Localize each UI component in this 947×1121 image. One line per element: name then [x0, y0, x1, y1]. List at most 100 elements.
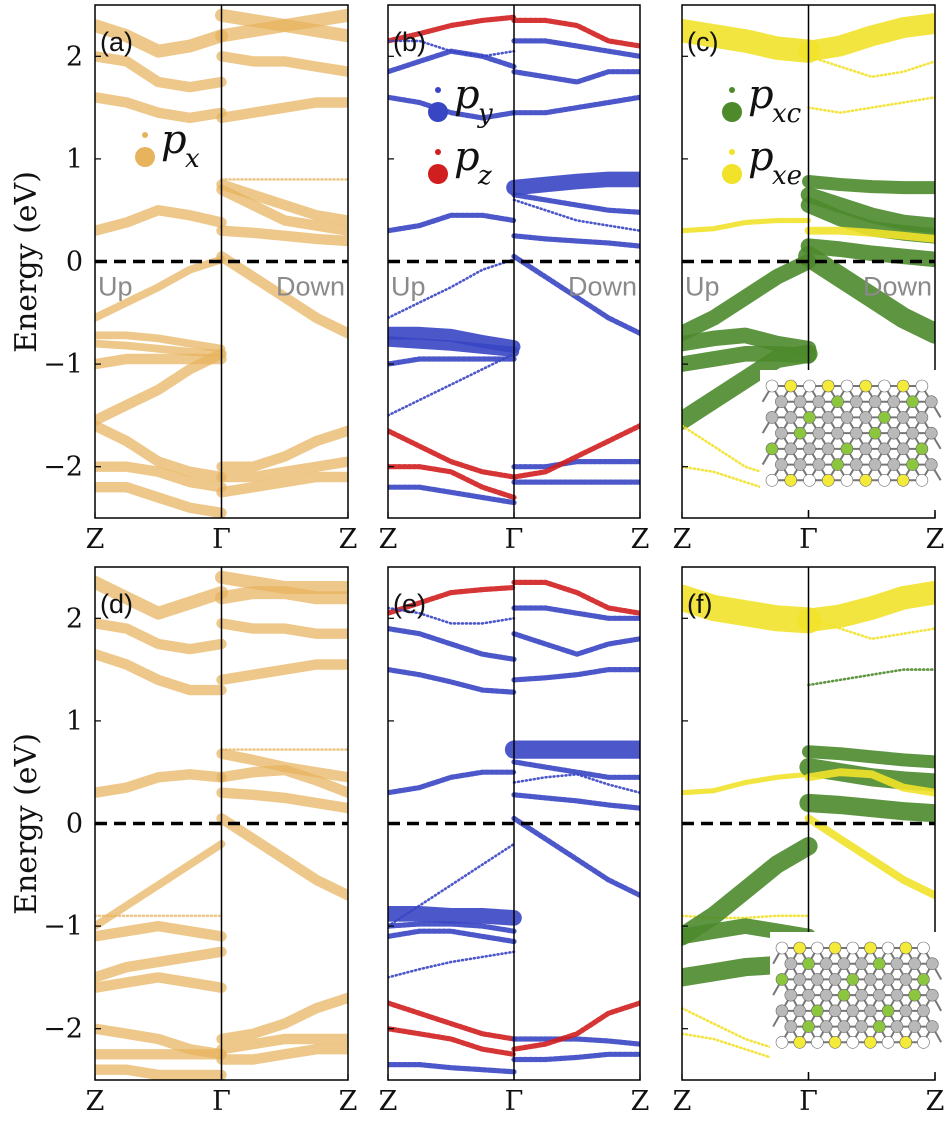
atom: [915, 411, 929, 424]
atom: [793, 941, 806, 955]
x-tick-label: Z: [339, 524, 358, 555]
atom: [784, 988, 798, 1002]
band-f-down-14: [799, 793, 935, 823]
band-e-up-9: [388, 950, 516, 979]
atom: [872, 988, 886, 1002]
band-a-up-4: [95, 255, 226, 322]
x-tick-label: Γ: [505, 524, 524, 555]
band-a-up-3: [95, 205, 227, 236]
atom: [775, 395, 788, 409]
atom: [896, 442, 910, 456]
atom: [864, 973, 877, 986]
y-tick-label: −2: [43, 1014, 83, 1045]
panel-label: (c): [687, 27, 718, 57]
atom: [812, 395, 826, 409]
atom: [926, 957, 939, 971]
y-tick-label: −1: [43, 911, 83, 942]
band-f-down-10: [807, 668, 935, 687]
panel-label: (a): [100, 27, 133, 57]
band-c-down-11: [802, 175, 935, 195]
band-a-down-15: [216, 97, 348, 124]
band-c-up-3: [682, 327, 817, 357]
band-e-up-3: [388, 667, 517, 695]
band-b-down-19: [512, 198, 640, 232]
band-b-up-9: [388, 352, 516, 417]
band-a-up-11: [95, 482, 227, 518]
band-e-down-19: [512, 773, 640, 794]
band-b-down-14: [511, 38, 640, 59]
atom: [917, 941, 930, 955]
panel-label: (e): [393, 589, 426, 619]
atom: [803, 442, 816, 456]
band-c-down-14: [804, 226, 935, 243]
band-c-down-8: [798, 13, 935, 62]
atom: [846, 941, 860, 955]
band-a-down-16: [216, 179, 348, 226]
lattice-atoms: [775, 941, 939, 1049]
band-e-up-1: [388, 606, 516, 625]
atom: [812, 458, 826, 471]
band-d-up-7: [95, 946, 227, 983]
atom: [803, 473, 816, 487]
atom: [924, 395, 938, 409]
atom: [906, 426, 919, 440]
atom: [765, 442, 779, 456]
band-d-down-21: [216, 992, 348, 1045]
x-tick-label: Z: [86, 524, 105, 555]
panel-label: (b): [393, 27, 426, 57]
atom: [899, 1035, 913, 1049]
structure-inset-bottom: [770, 932, 943, 1072]
legend-marker-small: [729, 149, 735, 155]
band-f-up-3: [682, 837, 818, 946]
band-e-down-14: [511, 605, 640, 621]
atom: [765, 379, 779, 393]
legend-subscript: z: [477, 161, 492, 191]
atom: [831, 458, 844, 471]
atom: [803, 411, 816, 424]
band-a-down-22: [216, 456, 348, 483]
x-tick-label: Γ: [799, 1086, 818, 1117]
atom: [775, 1004, 789, 1018]
atom: [924, 458, 938, 471]
atom: [872, 1020, 886, 1033]
band-a-down-14: [216, 51, 348, 77]
bands-b: [388, 14, 640, 506]
y-tick-label: −1: [43, 349, 83, 380]
band-d-up-1: [95, 618, 227, 655]
band-d-down-14: [216, 618, 348, 639]
band-c-down-15: [800, 238, 935, 268]
band-d-up-0: [95, 575, 228, 620]
legend-subscript: x: [185, 144, 200, 174]
atom: [821, 411, 835, 424]
atom: [819, 988, 833, 1002]
band-a-up-2: [95, 92, 227, 124]
band-e-down-21: [511, 815, 640, 898]
x-tick-label: Z: [339, 1086, 358, 1117]
atom: [850, 458, 863, 471]
atom: [793, 426, 807, 440]
band-e-up-12: [388, 1062, 517, 1075]
atom: [793, 1035, 806, 1049]
atom: [775, 941, 789, 955]
band-b-up-2: [388, 48, 517, 75]
atom: [908, 988, 921, 1002]
band-d-down-22: [216, 1033, 348, 1055]
band-d-down-15: [216, 659, 348, 686]
atom: [784, 411, 798, 424]
band-c-down-12: [800, 187, 935, 234]
atom: [859, 379, 872, 393]
atom: [775, 1035, 789, 1049]
band-a-up-1: [95, 51, 227, 93]
atom: [868, 458, 882, 471]
atom: [859, 473, 872, 487]
atom: [821, 473, 835, 487]
band-a-down-20: [216, 251, 348, 339]
band-d-down-18: [216, 764, 348, 798]
atom: [878, 411, 891, 424]
atom: [915, 473, 929, 487]
band-c-up-5: [682, 344, 818, 430]
atom: [908, 957, 921, 971]
y-axis-label-bottom: Energy (eV): [9, 733, 44, 915]
atom: [831, 395, 844, 409]
